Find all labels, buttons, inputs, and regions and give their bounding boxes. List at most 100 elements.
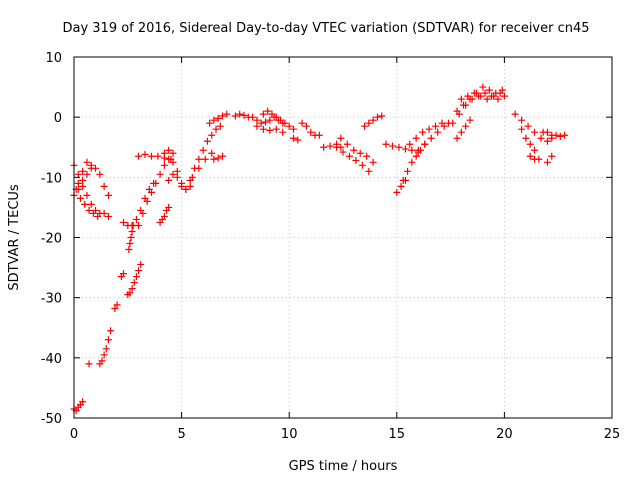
x-tick-label: 25 bbox=[604, 427, 621, 442]
series-arc-1 bbox=[70, 398, 87, 415]
data-point bbox=[556, 132, 564, 140]
data-point bbox=[272, 125, 280, 133]
data-point bbox=[397, 182, 405, 190]
series-arc-5 bbox=[117, 270, 127, 281]
data-point bbox=[419, 128, 427, 136]
data-point bbox=[500, 92, 508, 100]
data-point bbox=[481, 89, 489, 97]
data-point bbox=[543, 158, 551, 166]
series-arc-6 bbox=[124, 261, 145, 299]
data-point bbox=[178, 182, 186, 190]
data-point bbox=[326, 142, 334, 150]
data-point bbox=[496, 89, 504, 97]
data-point bbox=[363, 152, 371, 160]
data-point bbox=[203, 137, 211, 145]
data-point bbox=[236, 110, 244, 118]
series-arc-42 bbox=[453, 116, 474, 142]
data-point bbox=[208, 149, 216, 157]
x-tick-label: 10 bbox=[281, 427, 298, 442]
data-point bbox=[425, 125, 433, 133]
data-point bbox=[526, 152, 534, 160]
data-point bbox=[333, 143, 341, 151]
data-point bbox=[268, 110, 276, 118]
grid-lines bbox=[74, 57, 612, 418]
data-point bbox=[259, 110, 267, 118]
data-point bbox=[210, 116, 218, 124]
data-point bbox=[212, 125, 220, 133]
data-point bbox=[378, 112, 386, 120]
data-point bbox=[156, 170, 164, 178]
data-point bbox=[240, 111, 248, 119]
data-point bbox=[119, 218, 127, 226]
data-point bbox=[543, 137, 551, 145]
data-point bbox=[490, 92, 498, 100]
series-arc-23 bbox=[231, 110, 252, 121]
data-point bbox=[111, 304, 119, 312]
y-axis-label: SDTVAR / TECUs bbox=[7, 184, 22, 291]
y-tick-label: -20 bbox=[41, 232, 62, 247]
data-point bbox=[135, 221, 143, 229]
data-point bbox=[173, 167, 181, 175]
data-point bbox=[272, 113, 280, 121]
data-point bbox=[188, 173, 196, 181]
data-point bbox=[85, 206, 93, 214]
data-point bbox=[107, 327, 115, 335]
data-point bbox=[518, 125, 526, 133]
series-arc-22 bbox=[210, 152, 226, 163]
axis-ticks bbox=[73, 56, 613, 419]
data-point bbox=[401, 145, 409, 153]
series-arc-29 bbox=[298, 119, 323, 139]
data-point bbox=[81, 200, 89, 208]
data-point bbox=[399, 176, 407, 184]
series-arc-16 bbox=[160, 146, 177, 157]
series-arc-43 bbox=[511, 110, 545, 142]
data-point bbox=[132, 273, 140, 281]
data-point bbox=[518, 116, 526, 124]
data-point bbox=[199, 146, 207, 154]
y-tick-label: -10 bbox=[41, 171, 62, 186]
series-arc-37 bbox=[406, 119, 446, 148]
data-point bbox=[165, 146, 173, 154]
data-point bbox=[141, 150, 149, 158]
data-point bbox=[358, 161, 366, 169]
data-point bbox=[79, 167, 87, 175]
data-point bbox=[119, 270, 127, 278]
series-arc-21 bbox=[206, 110, 231, 127]
data-point bbox=[130, 279, 138, 287]
series-arc-25 bbox=[253, 122, 287, 136]
data-point bbox=[165, 155, 173, 163]
tick-labels: 0 5 10 15 20 25 -50 -40 -30 -20 -10 0 10 bbox=[41, 51, 621, 442]
data-point bbox=[365, 119, 373, 127]
data-point bbox=[160, 212, 168, 220]
data-point bbox=[128, 227, 136, 235]
data-point bbox=[79, 398, 87, 406]
data-point bbox=[343, 140, 351, 148]
data-point bbox=[285, 122, 293, 130]
data-point bbox=[408, 146, 416, 154]
data-point bbox=[543, 128, 551, 136]
data-point bbox=[466, 116, 474, 124]
series-arc-45 bbox=[526, 152, 543, 163]
data-point bbox=[298, 119, 306, 127]
data-point bbox=[182, 185, 190, 193]
data-point bbox=[290, 134, 298, 142]
x-tick-label: 5 bbox=[177, 427, 185, 442]
data-point bbox=[87, 200, 95, 208]
data-point bbox=[404, 167, 412, 175]
data-point bbox=[440, 122, 448, 130]
data-point bbox=[457, 95, 465, 103]
data-point bbox=[218, 112, 226, 120]
y-tick-label: -50 bbox=[41, 412, 62, 427]
data-point bbox=[307, 128, 315, 136]
data-point bbox=[139, 209, 147, 217]
data-point bbox=[127, 234, 135, 241]
data-point bbox=[320, 143, 328, 151]
data-point bbox=[302, 122, 310, 130]
series-arc-11 bbox=[74, 158, 95, 187]
data-point bbox=[79, 182, 87, 190]
data-point bbox=[83, 191, 91, 199]
x-tick-label: 15 bbox=[389, 427, 406, 442]
data-point bbox=[165, 203, 173, 211]
data-point bbox=[395, 143, 403, 151]
data-point bbox=[432, 122, 440, 130]
